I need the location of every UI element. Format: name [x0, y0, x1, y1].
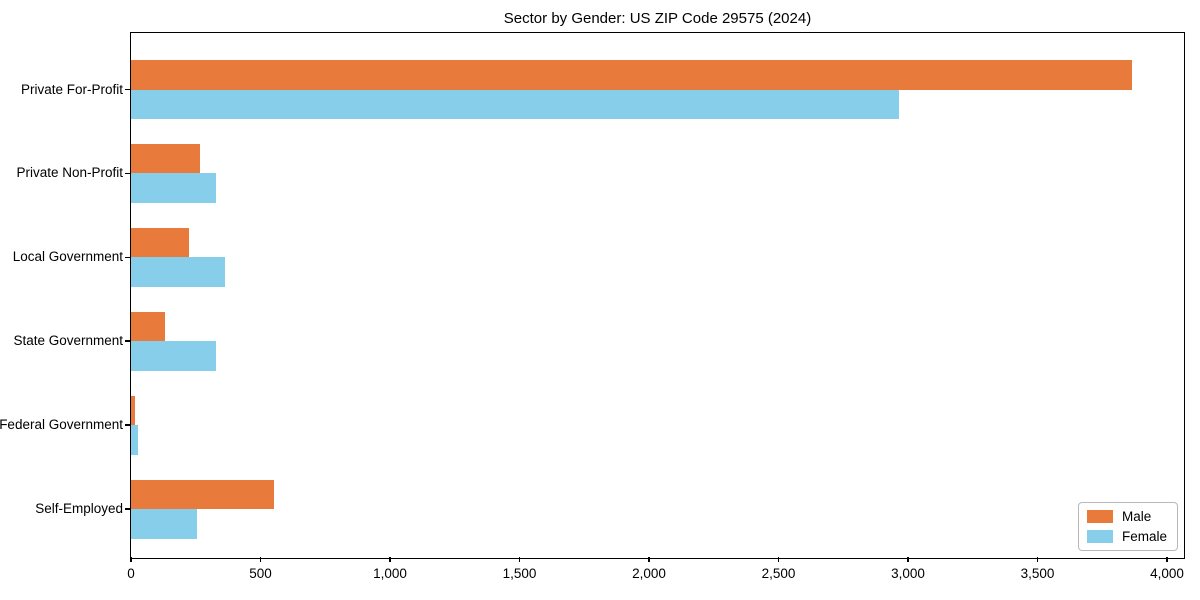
legend-label-female: Female: [1121, 529, 1167, 544]
bar-female-private-non-profit: [131, 173, 217, 203]
y-category-label-private-for-profit: Private For-Profit: [20, 81, 123, 97]
bar-male-federal-government: [131, 395, 136, 426]
y-axis-tick-private-non-profit: [124, 172, 130, 175]
y-category-label-federal-government: Federal Government: [0, 417, 123, 433]
legend-swatch-male: [1086, 510, 1113, 523]
bar-male-self-employed: [131, 479, 274, 509]
x-tick-label-3-500: 3,500: [1020, 566, 1055, 581]
x-tick-label-3-000: 3,000: [891, 566, 925, 581]
legend-item-female: Female: [1086, 529, 1167, 544]
bar-female-private-for-profit: [131, 89, 899, 119]
y-category-label-state-government: State Government: [13, 333, 123, 349]
legend-item-male: Male: [1086, 509, 1167, 524]
y-category-label-private-non-profit: Private Non-Profit: [16, 165, 123, 181]
bar-female-local-government: [131, 257, 225, 287]
y-category-label-local-government: Local Government: [12, 249, 123, 265]
bar-female-state-government: [131, 341, 216, 371]
y-category-label-self-employed: Self-Employed: [35, 501, 123, 516]
bar-female-self-employed: [131, 509, 198, 539]
x-tick-label-0: 0: [127, 566, 135, 581]
legend-label-male: Male: [1121, 509, 1152, 524]
x-axis-tick-2-000: [648, 557, 650, 562]
bar-male-local-government: [131, 227, 190, 258]
bar-female-federal-government: [131, 425, 139, 455]
x-axis-tick-3-000: [907, 557, 909, 562]
x-axis-tick-2-500: [777, 557, 780, 562]
x-axis-tick-0: [130, 557, 132, 562]
x-tick-label-2-000: 2,000: [632, 566, 666, 581]
legend-swatch-female: [1086, 530, 1113, 543]
x-axis-tick-4-000: [1166, 557, 1168, 562]
bar-male-state-government: [131, 311, 166, 342]
chart-title: Sector by Gender: US ZIP Code 29575 (202…: [503, 10, 812, 27]
x-axis-tick-3-500: [1036, 557, 1039, 562]
x-axis-tick-1-500: [518, 557, 521, 562]
x-tick-label-2-500: 2,500: [761, 566, 796, 581]
bar-male-private-for-profit: [131, 60, 1132, 90]
x-tick-label-1-500: 1,500: [502, 566, 537, 581]
y-axis-tick-state-government: [124, 340, 130, 342]
y-axis-tick-private-for-profit: [124, 88, 130, 91]
x-tick-label-1-000: 1,000: [373, 566, 407, 581]
x-tick-label-4-000: 4,000: [1150, 566, 1184, 581]
y-axis-tick-federal-government: [124, 424, 130, 426]
x-axis-tick-1-000: [389, 557, 391, 562]
x-tick-label-500: 500: [249, 566, 272, 581]
bar-male-private-non-profit: [131, 143, 201, 174]
y-axis-tick-local-government: [124, 256, 130, 259]
y-axis-tick-self-employed: [124, 508, 130, 510]
x-axis-tick-500: [259, 557, 262, 562]
plot-area: Private For-Profit Private Non-Profit Loca…: [0, 32, 1185, 581]
legend: Male Female: [1077, 502, 1178, 551]
